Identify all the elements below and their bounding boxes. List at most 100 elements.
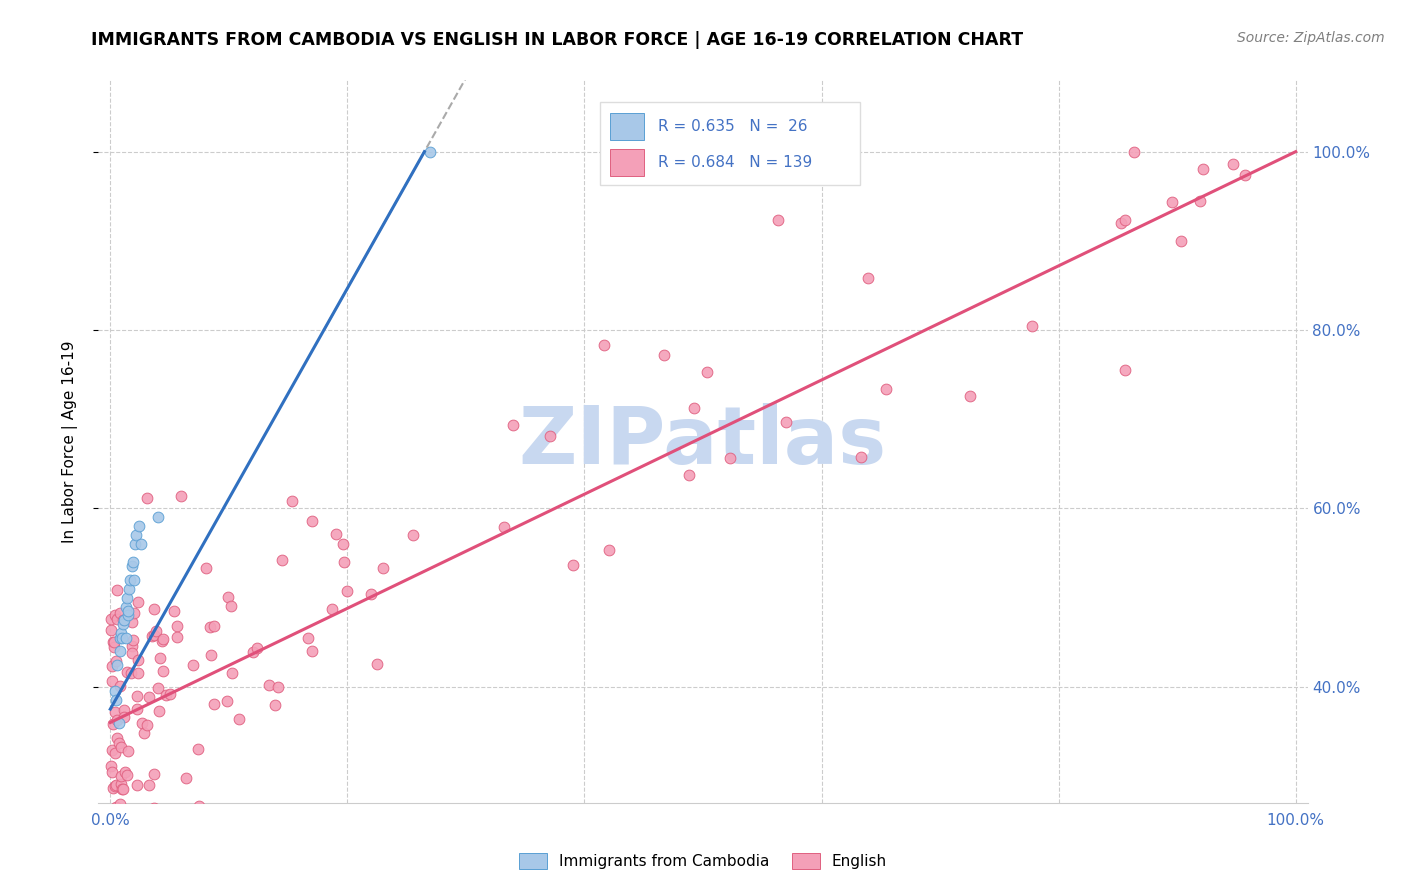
- Point: [105, 713, 128, 727]
- Point: [143, 767, 166, 781]
- Point: [538, 429, 561, 443]
- Point: [143, 602, 166, 616]
- Point: [135, 491, 157, 505]
- Point: [117, 665, 139, 679]
- Point: [108, 644, 131, 658]
- Point: [766, 213, 789, 227]
- Point: [228, 712, 250, 726]
- Point: [127, 595, 149, 609]
- Point: [561, 558, 583, 572]
- Point: [108, 736, 131, 750]
- Point: [242, 645, 264, 659]
- Point: [183, 658, 205, 673]
- Point: [117, 604, 139, 618]
- Point: [263, 698, 285, 712]
- Point: [110, 777, 132, 791]
- Point: [170, 489, 193, 503]
- Point: [121, 639, 143, 653]
- Point: [159, 686, 181, 700]
- Point: [104, 746, 127, 760]
- Legend: Immigrants from Cambodia, English: Immigrants from Cambodia, English: [513, 847, 893, 875]
- Point: [1114, 213, 1136, 227]
- Point: [718, 450, 741, 465]
- Point: [108, 797, 131, 811]
- Point: [135, 717, 157, 731]
- Point: [419, 145, 441, 159]
- Point: [138, 690, 160, 704]
- Point: [174, 772, 197, 786]
- Point: [129, 537, 152, 551]
- Text: Source: ZipAtlas.com: Source: ZipAtlas.com: [1237, 31, 1385, 45]
- Point: [117, 608, 139, 623]
- Point: [114, 613, 136, 627]
- Point: [125, 528, 148, 542]
- Point: [127, 653, 149, 667]
- Point: [111, 631, 134, 645]
- Point: [127, 690, 149, 704]
- Point: [849, 450, 872, 465]
- Point: [101, 634, 124, 648]
- Point: [112, 613, 135, 627]
- Point: [101, 717, 124, 731]
- Point: [152, 632, 174, 646]
- Point: [131, 715, 153, 730]
- Point: [152, 634, 174, 648]
- Point: [1114, 362, 1136, 376]
- Point: [103, 634, 125, 648]
- Point: [115, 591, 138, 605]
- Point: [134, 726, 156, 740]
- Point: [100, 659, 122, 673]
- Point: [271, 552, 294, 566]
- Point: [121, 559, 143, 574]
- Point: [1122, 145, 1144, 159]
- Point: [105, 778, 128, 792]
- Point: [143, 801, 166, 815]
- Point: [100, 758, 122, 772]
- Point: [593, 338, 616, 352]
- Point: [114, 599, 136, 614]
- Point: [297, 631, 319, 645]
- Point: [128, 519, 150, 533]
- Point: [198, 620, 221, 634]
- Point: [321, 602, 343, 616]
- Point: [118, 582, 141, 596]
- Point: [120, 665, 142, 680]
- Point: [104, 607, 127, 622]
- Point: [166, 630, 188, 644]
- Point: [112, 703, 135, 717]
- Point: [959, 389, 981, 403]
- Text: ZIPatlas: ZIPatlas: [519, 402, 887, 481]
- Point: [103, 781, 125, 796]
- Point: [104, 706, 127, 720]
- Point: [145, 624, 167, 638]
- Y-axis label: In Labor Force | Age 16-19: In Labor Force | Age 16-19: [62, 340, 77, 543]
- Point: [110, 626, 132, 640]
- Point: [163, 604, 186, 618]
- Point: [112, 782, 135, 797]
- Point: [1192, 162, 1215, 177]
- Point: [141, 629, 163, 643]
- Point: [200, 648, 222, 662]
- Point: [281, 494, 304, 508]
- Point: [122, 606, 145, 620]
- Point: [104, 684, 127, 698]
- Text: R = 0.635   N =  26: R = 0.635 N = 26: [658, 119, 808, 134]
- Point: [122, 573, 145, 587]
- Point: [111, 782, 134, 797]
- Point: [122, 633, 145, 648]
- Point: [148, 681, 170, 696]
- Point: [148, 704, 170, 718]
- Point: [149, 650, 172, 665]
- Point: [188, 799, 211, 814]
- Point: [101, 814, 124, 828]
- Point: [121, 615, 143, 629]
- Point: [110, 606, 132, 620]
- Point: [105, 657, 128, 672]
- Point: [336, 584, 359, 599]
- Point: [494, 519, 516, 533]
- Point: [194, 560, 217, 574]
- Point: [366, 657, 388, 672]
- Point: [1021, 319, 1043, 334]
- Point: [152, 665, 174, 679]
- Point: [1222, 157, 1244, 171]
